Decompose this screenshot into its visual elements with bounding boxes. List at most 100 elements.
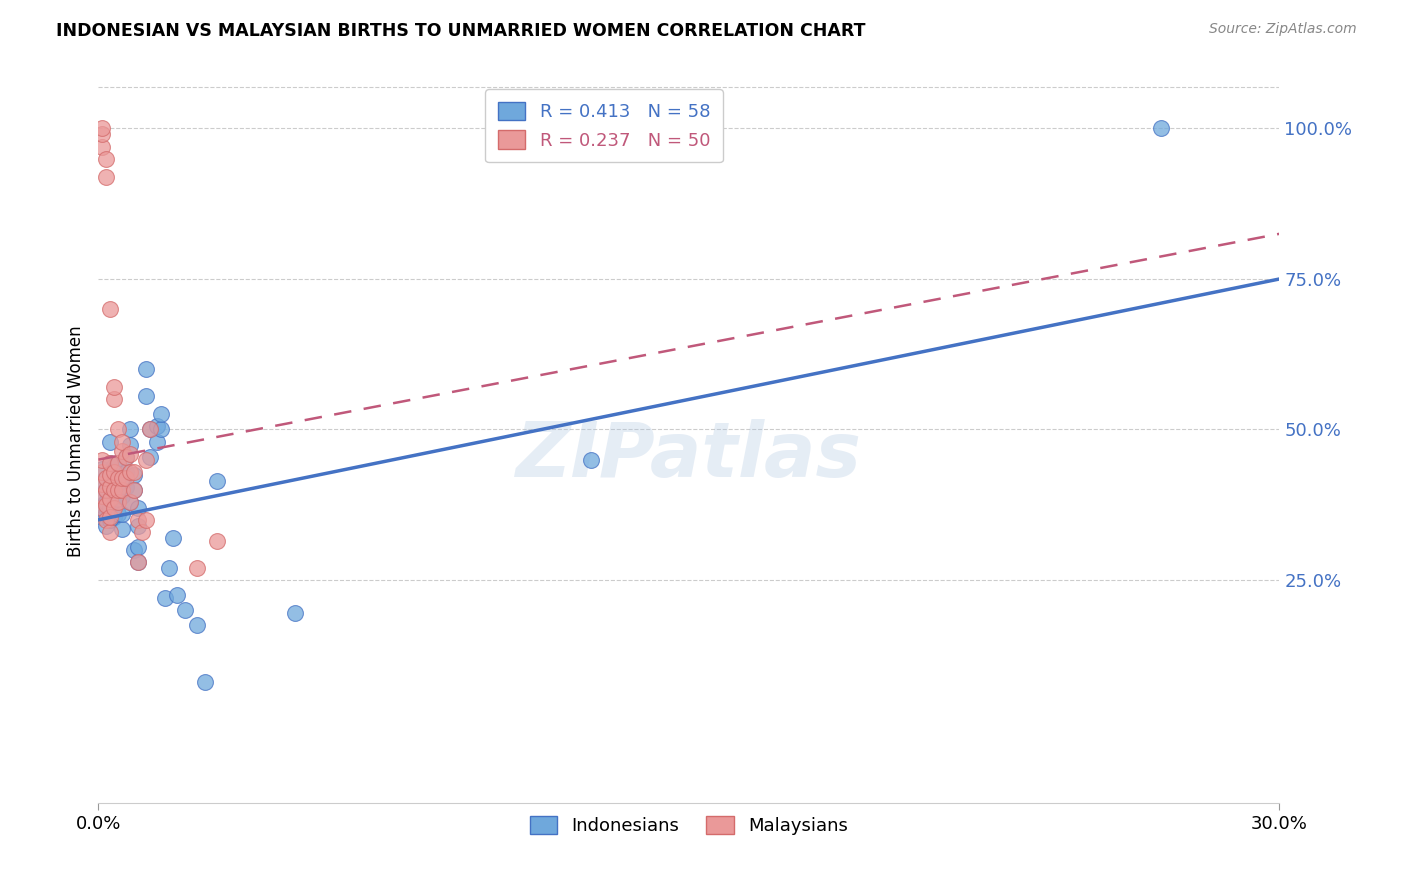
Point <box>91 139 114 153</box>
Point <box>103 500 125 515</box>
Point <box>96 518 118 533</box>
Point <box>98 456 121 470</box>
Point <box>115 465 138 479</box>
Point <box>166 588 188 602</box>
Point <box>115 471 138 485</box>
Legend: Indonesians, Malaysians: Indonesians, Malaysians <box>522 807 856 845</box>
Point <box>127 513 149 527</box>
Point <box>91 476 114 491</box>
Point <box>96 169 118 184</box>
Point <box>111 434 134 449</box>
Point <box>98 513 121 527</box>
Point <box>98 471 121 485</box>
Point <box>135 362 157 376</box>
Point <box>107 423 129 437</box>
Point <box>186 561 208 575</box>
Point <box>91 489 114 503</box>
Point <box>150 408 173 422</box>
Text: ZIPatlas: ZIPatlas <box>516 419 862 493</box>
Point <box>98 434 121 449</box>
Point <box>111 474 134 488</box>
Point <box>111 483 134 497</box>
Point <box>122 483 145 497</box>
Point <box>118 437 141 451</box>
Point <box>138 450 160 464</box>
Point <box>118 494 141 508</box>
Point <box>205 533 228 548</box>
Point <box>127 555 149 569</box>
Point <box>96 152 118 166</box>
Y-axis label: Births to Unmarried Women: Births to Unmarried Women <box>66 326 84 558</box>
Point <box>146 434 169 449</box>
Point <box>96 494 118 508</box>
Point <box>111 471 134 485</box>
Point <box>111 522 134 536</box>
Point <box>96 507 118 521</box>
Point <box>103 483 125 497</box>
Point <box>91 498 114 512</box>
Point <box>157 561 180 575</box>
Point <box>127 555 149 569</box>
Point <box>135 452 157 467</box>
Point <box>118 423 141 437</box>
Point <box>91 121 114 136</box>
Point <box>98 467 121 482</box>
Point <box>91 452 114 467</box>
Point <box>96 483 118 497</box>
Point <box>115 450 138 464</box>
Point <box>96 498 118 512</box>
Point <box>107 483 129 497</box>
Point <box>146 419 169 434</box>
Point <box>107 507 129 521</box>
Point <box>91 485 114 500</box>
Point <box>103 380 125 394</box>
Point <box>127 500 149 515</box>
Point <box>107 494 129 508</box>
Point <box>98 509 121 524</box>
Point <box>91 509 114 524</box>
Point <box>111 507 134 521</box>
Point <box>103 476 125 491</box>
Point <box>115 450 138 464</box>
Point <box>107 471 129 485</box>
Point <box>155 591 177 606</box>
Text: INDONESIAN VS MALAYSIAN BIRTHS TO UNMARRIED WOMEN CORRELATION CHART: INDONESIAN VS MALAYSIAN BIRTHS TO UNMARR… <box>56 22 866 40</box>
Point <box>118 494 141 508</box>
Point <box>162 531 184 545</box>
Point <box>103 494 125 508</box>
Point <box>118 446 141 460</box>
Point <box>118 465 141 479</box>
Point <box>103 458 125 473</box>
Point <box>122 483 145 497</box>
Point <box>107 456 129 470</box>
Point <box>98 456 121 470</box>
Point <box>107 491 129 506</box>
Point <box>91 465 114 479</box>
Point <box>186 618 208 632</box>
Point <box>127 540 149 554</box>
Point <box>96 513 118 527</box>
Point <box>107 476 129 491</box>
Point <box>107 456 129 470</box>
Point <box>91 474 114 488</box>
Point <box>150 423 173 437</box>
Point <box>91 500 114 515</box>
Point <box>284 606 307 620</box>
Point <box>174 603 197 617</box>
Point <box>122 465 145 479</box>
Point <box>103 392 125 407</box>
Point <box>91 128 114 142</box>
Point <box>115 480 138 494</box>
Point <box>127 518 149 533</box>
Point <box>579 452 602 467</box>
Point <box>96 471 118 485</box>
Point <box>111 443 134 458</box>
Point <box>122 467 145 482</box>
Point <box>205 474 228 488</box>
Point <box>138 423 160 437</box>
Point <box>103 465 125 479</box>
Point <box>98 500 121 515</box>
Point <box>98 491 121 506</box>
Text: Source: ZipAtlas.com: Source: ZipAtlas.com <box>1209 22 1357 37</box>
Point <box>1150 121 1173 136</box>
